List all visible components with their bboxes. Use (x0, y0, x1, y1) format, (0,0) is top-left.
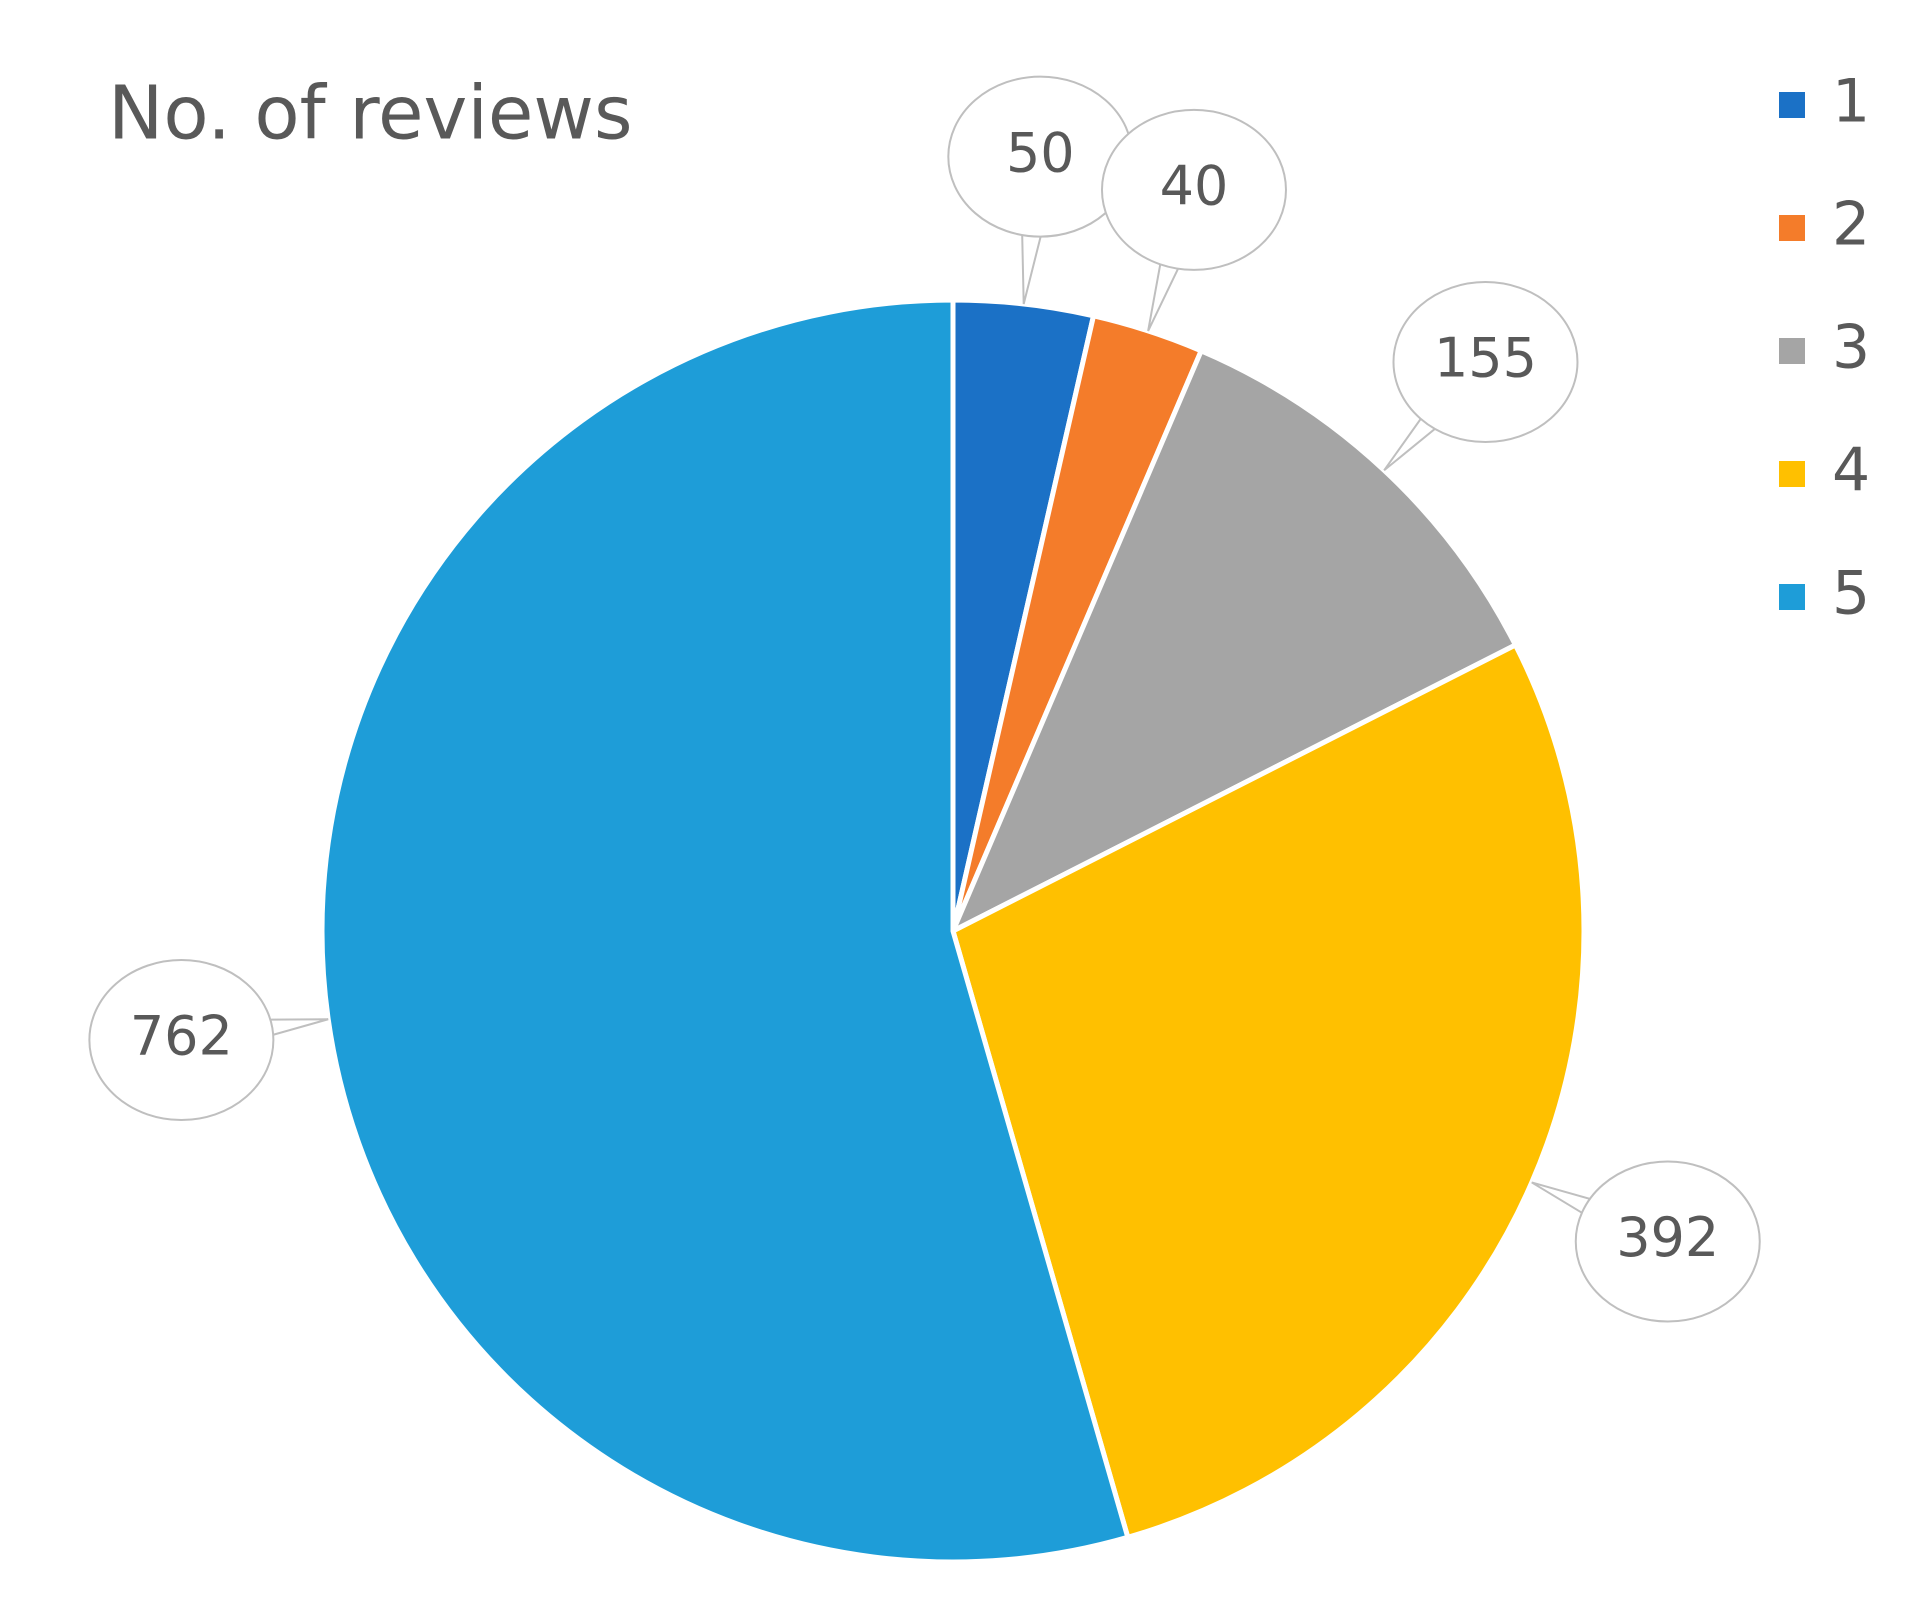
legend-swatch (1779, 215, 1805, 241)
legend-swatch (1779, 461, 1805, 487)
chart-title: No. of reviews (108, 71, 633, 157)
callout-bubble (1100, 108, 1287, 271)
legend-label: 1 (1832, 67, 1870, 137)
legend-label: 4 (1832, 436, 1870, 506)
legend-swatch (1779, 584, 1805, 610)
callout-bubble (1574, 1160, 1761, 1323)
data-label: 155 (1434, 327, 1537, 390)
callout-bubble (88, 959, 275, 1122)
callout-bubble (1392, 281, 1579, 444)
legend-swatch (1779, 338, 1805, 364)
data-label: 50 (1006, 121, 1075, 184)
data-label: 392 (1616, 1206, 1719, 1269)
legend-label: 3 (1832, 313, 1870, 383)
data-label: 40 (1160, 155, 1229, 218)
legend-swatch (1779, 92, 1805, 118)
legend-label: 2 (1832, 190, 1870, 260)
data-label: 762 (130, 1005, 233, 1068)
legend-label: 5 (1832, 559, 1870, 629)
